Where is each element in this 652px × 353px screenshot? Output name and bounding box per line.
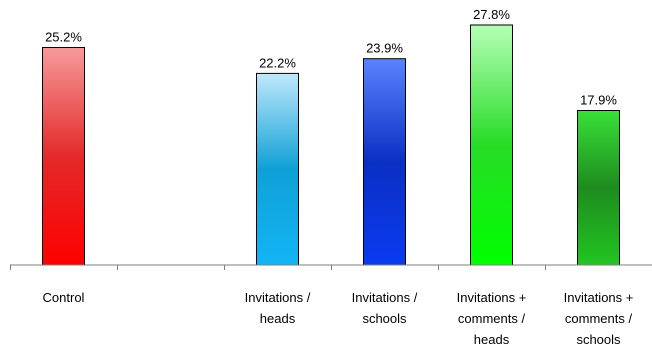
bar — [577, 110, 620, 266]
x-axis — [10, 264, 652, 270]
x-tick-label: Invitations + — [457, 290, 527, 305]
x-tick-label: schools — [362, 311, 407, 326]
x-tick-label: Invitations / — [352, 290, 418, 305]
x-tick-label: Control — [43, 290, 85, 305]
x-tick-label: heads — [260, 311, 296, 326]
data-label: 22.2% — [259, 55, 296, 70]
x-tick-label: comments / — [565, 311, 633, 326]
data-label: 23.9% — [366, 41, 403, 56]
labels-layer: 25.2% Control 22.2% Invitations / heads 23.9%… — [43, 7, 634, 347]
x-tick-label: comments / — [458, 311, 526, 326]
x-tick-label: schools — [576, 332, 621, 347]
bar — [42, 47, 85, 266]
data-label: 25.2% — [45, 30, 82, 45]
data-label: 27.8% — [473, 7, 510, 22]
x-tick-label: Invitations / — [245, 290, 311, 305]
x-tick-label: heads — [474, 332, 510, 347]
bar — [363, 58, 406, 266]
bars-layer — [42, 24, 620, 266]
bar — [256, 72, 299, 266]
data-label: 17.9% — [580, 93, 617, 108]
x-tick-label: Invitations + — [564, 290, 634, 305]
bar — [470, 24, 513, 266]
